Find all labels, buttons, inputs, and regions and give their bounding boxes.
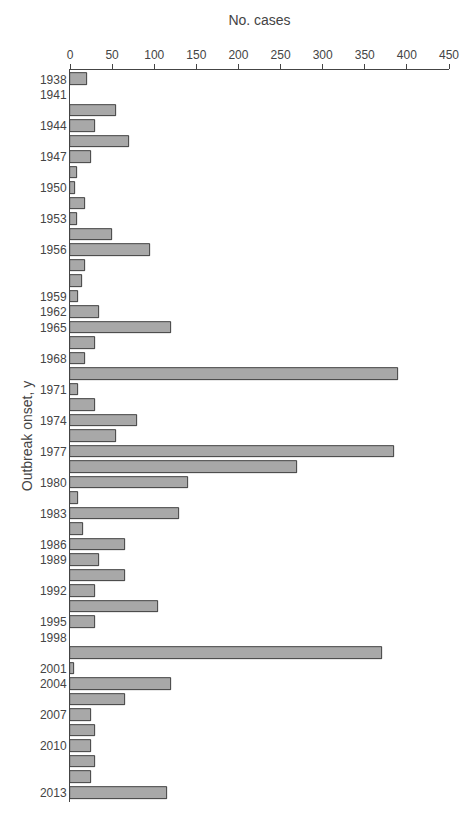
svg-text:1938: 1938	[40, 73, 67, 87]
svg-text:1983: 1983	[40, 507, 67, 521]
svg-text:Outbreak onset, y: Outbreak onset, y	[19, 381, 35, 492]
svg-text:1974: 1974	[40, 414, 67, 428]
svg-text:1989: 1989	[40, 553, 67, 567]
svg-text:1944: 1944	[40, 119, 67, 133]
svg-text:50: 50	[105, 48, 119, 62]
svg-text:200: 200	[228, 48, 248, 62]
svg-text:1947: 1947	[40, 150, 67, 164]
svg-text:450: 450	[439, 48, 459, 62]
svg-text:1992: 1992	[40, 584, 67, 598]
svg-text:1998: 1998	[40, 631, 67, 645]
svg-text:0: 0	[67, 48, 74, 62]
svg-text:250: 250	[271, 48, 291, 62]
svg-text:1968: 1968	[40, 352, 67, 366]
svg-text:150: 150	[186, 48, 206, 62]
svg-text:1986: 1986	[40, 538, 67, 552]
svg-text:2010: 2010	[40, 739, 67, 753]
svg-text:1980: 1980	[40, 476, 67, 490]
svg-text:100: 100	[144, 48, 164, 62]
svg-text:1971: 1971	[40, 383, 67, 397]
svg-text:1959: 1959	[40, 290, 67, 304]
svg-text:1995: 1995	[40, 615, 67, 629]
svg-text:2013: 2013	[40, 786, 67, 800]
svg-text:2004: 2004	[40, 677, 67, 691]
svg-text:400: 400	[397, 48, 417, 62]
svg-text:1956: 1956	[40, 243, 67, 257]
svg-text:1965: 1965	[40, 321, 67, 335]
svg-text:2007: 2007	[40, 708, 67, 722]
svg-text:300: 300	[313, 48, 333, 62]
svg-text:1941: 1941	[40, 88, 67, 102]
svg-text:2001: 2001	[40, 662, 67, 676]
svg-text:1950: 1950	[40, 181, 67, 195]
svg-text:No. cases: No. cases	[228, 12, 290, 28]
svg-text:1953: 1953	[40, 212, 67, 226]
svg-text:1962: 1962	[40, 305, 67, 319]
svg-text:1977: 1977	[40, 445, 67, 459]
svg-text:350: 350	[355, 48, 375, 62]
